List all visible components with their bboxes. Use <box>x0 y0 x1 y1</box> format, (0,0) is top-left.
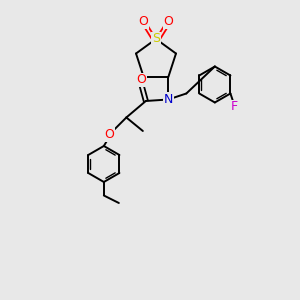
Text: N: N <box>164 93 173 106</box>
Text: O: O <box>104 128 114 141</box>
Text: O: O <box>139 15 148 28</box>
Text: F: F <box>230 100 238 113</box>
Text: O: O <box>136 74 146 86</box>
Text: O: O <box>164 15 173 28</box>
Text: S: S <box>152 32 160 46</box>
